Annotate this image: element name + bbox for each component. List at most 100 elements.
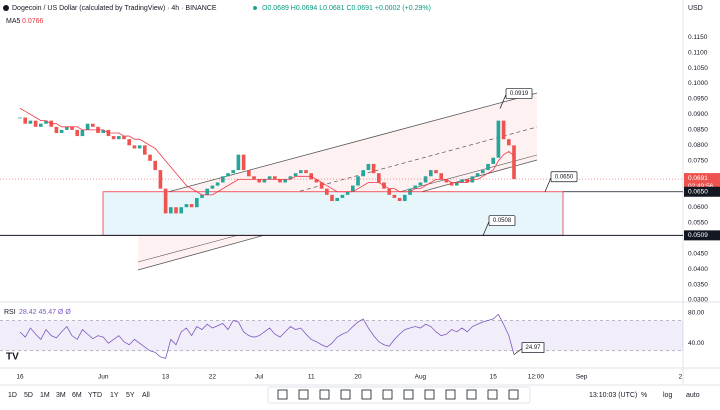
range-button[interactable]: 1D: [8, 392, 17, 399]
y-tick-label: 0.0750: [688, 158, 708, 165]
tool-icon[interactable]: [361, 389, 372, 400]
candle: [350, 185, 355, 192]
range-button[interactable]: 5Y: [126, 392, 135, 399]
x-tick-label: Aug: [415, 374, 427, 381]
symbol-logo: [3, 5, 9, 11]
candle: [330, 194, 334, 202]
candle: [116, 136, 121, 140]
candle: [423, 176, 428, 183]
rsi-band: [0, 320, 683, 351]
tool-icon[interactable]: [403, 389, 414, 400]
tool-icon[interactable]: [466, 389, 477, 400]
candle: [220, 176, 225, 183]
y-tick-label: 0.0850: [688, 127, 708, 134]
candle: [314, 179, 319, 183]
candle: [293, 173, 298, 177]
candle: [111, 136, 116, 140]
candle: [392, 194, 397, 198]
candle: [64, 126, 69, 130]
range-button[interactable]: 1Y: [110, 392, 119, 399]
candle: [158, 170, 163, 189]
range-button[interactable]: 5D: [24, 392, 33, 399]
candle: [402, 194, 407, 202]
price-line-label: 0.0509: [688, 232, 708, 239]
rsi-tick-label: 80.00: [688, 310, 705, 317]
x-tick-label: 22: [209, 374, 217, 381]
candle: [28, 120, 33, 124]
range-button[interactable]: 1M: [40, 392, 50, 399]
symbol-title[interactable]: Dogecoin / US Dollar (calculated by Trad…: [12, 5, 217, 12]
candle: [345, 191, 350, 195]
candle: [512, 145, 516, 180]
candle: [236, 154, 241, 171]
candle: [179, 207, 184, 214]
candle: [23, 117, 28, 124]
tool-icon[interactable]: [445, 389, 456, 400]
channel-upper: [137, 92, 538, 201]
y-tick-label: 0.0950: [688, 96, 708, 103]
range-button[interactable]: All: [142, 392, 150, 399]
tv-logo: TV: [6, 352, 19, 363]
candle: [267, 176, 272, 180]
candle: [465, 179, 470, 183]
candle: [397, 197, 402, 202]
candle: [168, 207, 173, 214]
y-tick-label: 0.0800: [688, 142, 708, 149]
tool-icon[interactable]: [508, 389, 519, 400]
y-tick-label: 0.1100: [688, 49, 708, 56]
candle: [480, 170, 485, 174]
candle: [101, 129, 106, 133]
range-button[interactable]: YTD: [88, 392, 102, 399]
candle: [496, 120, 501, 158]
candle: [85, 123, 90, 130]
tool-icon[interactable]: [340, 389, 351, 400]
candle: [491, 157, 496, 164]
y-tick-label: 0.0550: [688, 219, 708, 226]
candle: [44, 120, 48, 124]
tool-icon[interactable]: [487, 389, 498, 400]
candle: [319, 182, 324, 189]
candle: [189, 204, 194, 208]
candle: [288, 176, 293, 180]
tool-icon[interactable]: [277, 389, 288, 400]
ma-label[interactable]: MA5: [6, 18, 21, 25]
rsi-value: 28.42 45.47 Ø Ø: [19, 309, 71, 316]
candle: [210, 185, 215, 189]
candle: [278, 179, 282, 183]
ma-line: [19, 107, 515, 196]
range-button[interactable]: 6M: [72, 392, 82, 399]
percent-toggle[interactable]: %: [641, 392, 647, 399]
tool-icon[interactable]: [424, 389, 435, 400]
range-button[interactable]: 3M: [56, 392, 66, 399]
clock: 13:10:03 (UTC): [589, 392, 637, 399]
y-tick-label: 0.0600: [688, 204, 708, 211]
rsi-label[interactable]: RSI: [4, 309, 16, 316]
currency[interactable]: USD: [688, 5, 703, 12]
log-toggle[interactable]: log: [663, 392, 672, 399]
channel-middle: [137, 126, 538, 236]
annotation-leader: [544, 177, 552, 192]
candle: [70, 126, 74, 130]
candle: [38, 123, 43, 127]
tool-icon[interactable]: [319, 389, 330, 400]
x-tick-label: 12:00: [528, 374, 545, 381]
candle: [142, 145, 147, 155]
tool-icon[interactable]: [298, 389, 309, 400]
y-tick-label: 0.1050: [688, 65, 708, 72]
x-tick-label: 2: [679, 374, 683, 381]
tool-icon[interactable]: [382, 389, 393, 400]
drawing-toolbar: [267, 386, 531, 404]
candle: [200, 194, 204, 198]
y-tick-label: 0.1150: [688, 34, 708, 41]
x-tick-label: 11: [308, 374, 315, 381]
y-tick-label: 0.0400: [688, 266, 708, 273]
last-price-label: 0.0691: [688, 175, 708, 182]
candle: [148, 154, 152, 161]
x-tick-label: Jul: [255, 374, 264, 381]
candle: [449, 182, 454, 186]
annotation-box: [488, 215, 516, 227]
candle: [283, 179, 288, 183]
auto-toggle[interactable]: auto: [686, 392, 700, 399]
y-tick-label: 0.0900: [688, 111, 708, 118]
candle: [231, 170, 236, 174]
